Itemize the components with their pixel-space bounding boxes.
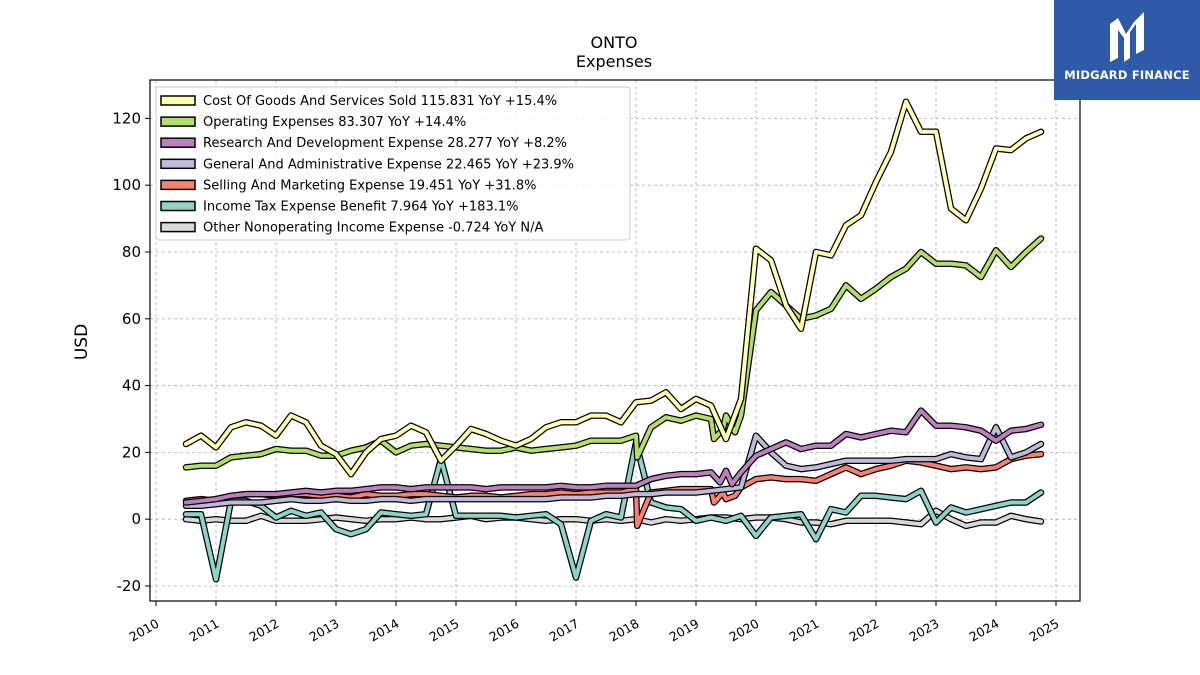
x-tick-label: 2019 — [666, 616, 701, 645]
chart-subtitle: Expenses — [576, 52, 652, 71]
x-tick-label: 2023 — [906, 616, 941, 645]
plot-frame — [149, 79, 1081, 602]
series-line-rnd — [184, 408, 1043, 505]
legend-swatch-cogs — [160, 95, 196, 106]
axes: 2010 2011 2012 2013 2014 2015 2016 2017 2018 2019… — [112, 79, 1081, 645]
legend-label-cogs: Cost Of Goods And Services Sold 115.831 … — [203, 94, 557, 109]
x-tick-label: 2021 — [786, 616, 821, 645]
midgard-logo-icon — [1110, 12, 1144, 62]
y-tick-label: 100 — [112, 176, 141, 194]
logo-text: MIDGARD FINANCE — [1064, 68, 1190, 82]
x-tick-label: 2022 — [846, 616, 881, 645]
legend-label-tax: Income Tax Expense Benefit 7.964 YoY +18… — [203, 200, 518, 215]
y-tick-label: 20 — [122, 443, 141, 461]
x-tick-label: 2015 — [426, 616, 461, 645]
x-tick-label: 2017 — [546, 616, 581, 645]
legend-swatch-gna — [160, 158, 196, 170]
y-tick-label: 0 — [131, 510, 141, 528]
legend-label-opex: Operating Expenses 83.307 YoY +14.4% — [203, 115, 466, 130]
x-tick-label: 2011 — [186, 616, 221, 645]
x-tick-label: 2020 — [726, 616, 761, 645]
x-tick-label: 2014 — [366, 616, 401, 645]
series-line-cogs — [184, 99, 1043, 477]
x-tick-label: 2025 — [1026, 616, 1061, 645]
y-tick-label: 80 — [122, 243, 141, 261]
y-tick-label: -20 — [117, 577, 142, 595]
legend-label-other: Other Nonoperating Income Expense -0.724… — [203, 221, 543, 236]
chart-title: ONTO — [591, 33, 638, 52]
series-line-gna — [184, 425, 1043, 508]
legend-swatch-other — [160, 221, 196, 233]
legend-box — [155, 86, 631, 241]
x-tick-label: 2012 — [246, 616, 281, 645]
legend-swatch-tax — [160, 200, 196, 212]
x-tick-label: 2013 — [306, 616, 341, 645]
legend-swatch-snm — [160, 179, 196, 191]
y-axis-label: USD — [72, 324, 92, 360]
x-tick-label: 2016 — [486, 616, 521, 645]
legend-swatch-rnd — [160, 137, 196, 148]
x-tick-label: 2010 — [126, 616, 161, 645]
legend: Cost Of Goods And Services Sold 115.831 … — [155, 86, 631, 241]
series-line-tax — [184, 440, 1043, 582]
series-line-snm — [184, 452, 1043, 528]
legend-label-snm: Selling And Marketing Expense 19.451 YoY… — [203, 178, 537, 193]
legend-swatch-opex — [160, 116, 196, 127]
x-tick-label: 2018 — [606, 616, 641, 645]
y-tick-label: 40 — [122, 377, 141, 395]
legend-label-gna: General And Administrative Expense 22.46… — [203, 157, 574, 172]
x-tick-label: 2024 — [966, 616, 1001, 645]
y-tick-label: 120 — [112, 109, 141, 127]
brand-logo: MIDGARD FINANCE — [1054, 0, 1200, 100]
series-lines — [182, 98, 1045, 583]
y-tick-label: 60 — [122, 310, 141, 328]
legend-label-rnd: Research And Development Expense 28.277 … — [203, 136, 567, 151]
